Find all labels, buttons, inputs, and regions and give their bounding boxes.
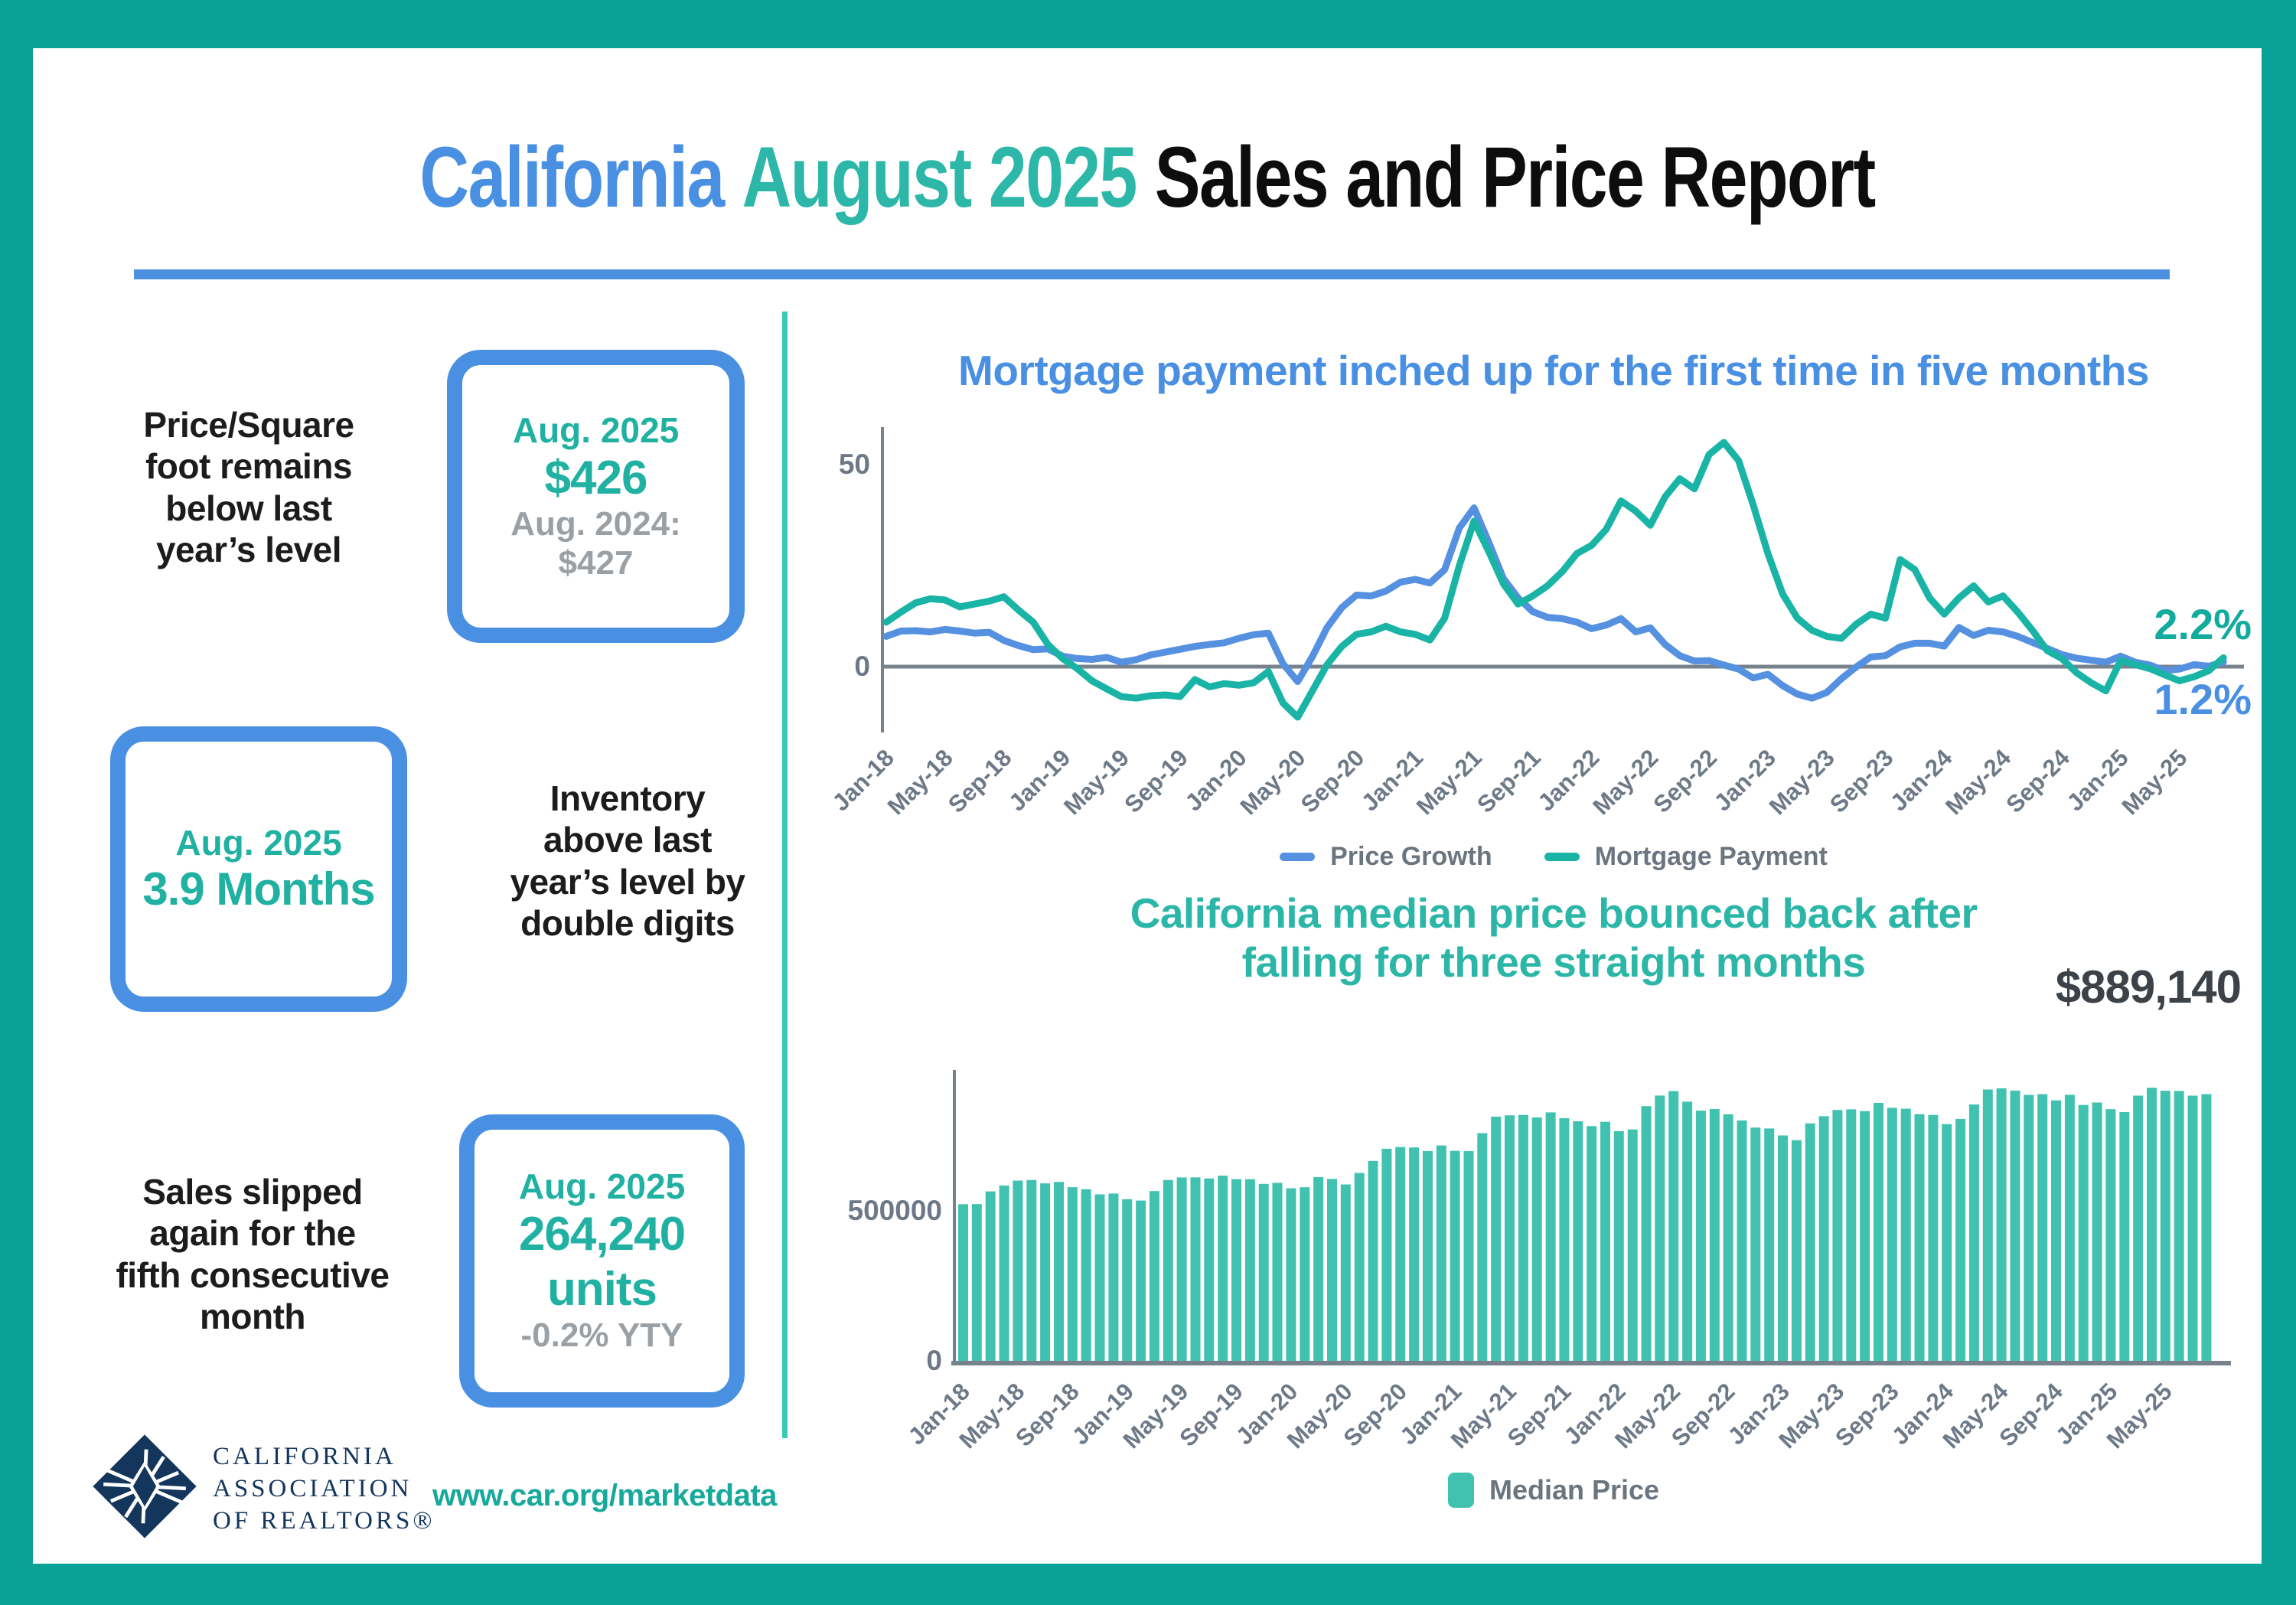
stat-line: again for the <box>149 1213 356 1254</box>
title-rule <box>134 269 2170 279</box>
page-title: California August 2025 Sales and Price Rep… <box>256 135 2039 220</box>
bar-chart-title-line: California median price bounced back aft… <box>1130 889 1978 937</box>
stat-value-unit: units <box>546 1262 657 1316</box>
stat-line: above last <box>543 820 713 860</box>
stat-period: Aug. 2025 <box>518 1166 686 1207</box>
svg-text:Sep-18: Sep-18 <box>943 744 1017 818</box>
stat-compare: Aug. 2024: <box>510 505 681 543</box>
frame-left <box>0 0 33 1605</box>
bar-chart-title-line: falling for three straight months <box>1241 938 1866 986</box>
stat-compare: -0.2% YTY <box>520 1316 683 1354</box>
stat-line: Price/Square <box>143 405 354 445</box>
mortgage-payment-legend-label: Mortgage Payment <box>1594 842 1828 871</box>
logo-line: OF REALTORS® <box>213 1507 435 1535</box>
logo-line: CALIFORNIA <box>213 1443 396 1470</box>
stat-inventory-box: Aug. 2025 3.9 Months <box>110 726 407 1012</box>
frame-right <box>2262 0 2296 1605</box>
mortgage-end-value: 2.2% <box>2154 600 2252 648</box>
svg-text:Sep-24: Sep-24 <box>2001 744 2075 818</box>
logo-line: ASSOCIATION <box>213 1475 413 1503</box>
stat-value: 264,240 <box>518 1208 686 1261</box>
stat-compare: $427 <box>558 543 634 582</box>
stat-line: fifth consecutive <box>116 1254 390 1295</box>
line-chart-legend: Price Growth Mortgage Payment <box>811 842 2296 872</box>
car-logo-mark <box>93 1434 197 1538</box>
bar-chart-legend: Median Price <box>811 1473 2296 1508</box>
svg-text:May-25: May-25 <box>2116 744 2192 820</box>
svg-text:Sep-23: Sep-23 <box>1825 744 1899 818</box>
stat-line: below last <box>165 488 332 528</box>
svg-text:Sep-19: Sep-19 <box>1119 744 1193 818</box>
marketdata-link[interactable]: www.car.org/marketdata <box>432 1479 777 1512</box>
svg-text:May-21: May-21 <box>1411 744 1487 820</box>
stat-period: Aug. 2025 <box>175 822 342 863</box>
price-growth-swatch <box>1280 853 1316 861</box>
stat-period: Aug. 2025 <box>512 409 680 450</box>
price-growth-end-value: 1.2% <box>2154 675 2252 723</box>
title-month: August 2025 <box>742 129 1138 225</box>
svg-text:May-23: May-23 <box>1764 744 1840 820</box>
svg-text:May-18: May-18 <box>882 744 958 820</box>
price-growth-legend-label: Price Growth <box>1330 842 1492 871</box>
stat-line: foot remains <box>145 446 353 487</box>
svg-text:50: 50 <box>839 449 870 480</box>
stat-line: month <box>199 1296 306 1336</box>
stat-inventory-label: Inventory above last year’s level by dou… <box>459 778 796 944</box>
stat-line: year’s level <box>155 529 342 569</box>
stat-value: 3.9 Months <box>142 863 375 915</box>
svg-text:May-19: May-19 <box>1058 744 1134 820</box>
median-price-swatch <box>1447 1473 1474 1508</box>
svg-text:May-24: May-24 <box>1940 744 2017 820</box>
median-price-legend-label: Median Price <box>1489 1474 1660 1506</box>
stat-line: Sales slipped <box>142 1172 363 1212</box>
title-california: California <box>419 129 725 225</box>
latest-median-price-label: $889,140 <box>2055 961 2242 1013</box>
car-logo-text: CALIFORNIA ASSOCIATION OF REALTORS® <box>213 1440 435 1538</box>
svg-text:Sep-22: Sep-22 <box>1649 744 1723 818</box>
stat-line: Inventory <box>550 778 706 818</box>
frame-top <box>0 0 2296 48</box>
line-chart-title: Mortgage payment inched up for the first… <box>958 347 2149 394</box>
median-price-bar-chart: 5000000Jan-18May-18Sep-18Jan-19May-19Sep… <box>848 1070 2231 1453</box>
mortgage-payment-swatch <box>1544 853 1580 861</box>
svg-text:0: 0 <box>926 1345 942 1376</box>
stat-line: double digits <box>520 902 735 943</box>
stat-sales-box: Aug. 2025 264,240 units -0.2% YTY <box>459 1114 745 1408</box>
svg-text:0: 0 <box>854 651 870 682</box>
bar-chart-title: California median price bounced back aft… <box>811 889 2296 987</box>
column-divider <box>782 312 788 1438</box>
svg-text:Sep-24: Sep-24 <box>1994 1378 2068 1452</box>
stat-price-sqft-label: Price/Square foot remains below last yea… <box>69 404 429 570</box>
stat-line: year’s level by <box>510 861 745 902</box>
title-report: Sales and Price Report <box>1154 129 1876 225</box>
svg-text:May-20: May-20 <box>1234 744 1310 820</box>
svg-text:May-22: May-22 <box>1587 744 1663 820</box>
svg-text:Sep-20: Sep-20 <box>1296 744 1370 818</box>
stat-value: $426 <box>544 451 648 504</box>
svg-text:Sep-21: Sep-21 <box>1472 744 1546 818</box>
frame-bottom <box>0 1564 2296 1605</box>
svg-text:500000: 500000 <box>848 1195 942 1226</box>
stat-sales-label: Sales slipped again for the fifth consec… <box>73 1171 432 1337</box>
stat-price-sqft-box: Aug. 2025 $426 Aug. 2024: $427 <box>447 350 745 643</box>
mortgage-price-line-chart: 500Jan-18May-18Sep-18Jan-19May-19Sep-19J… <box>827 427 2244 820</box>
